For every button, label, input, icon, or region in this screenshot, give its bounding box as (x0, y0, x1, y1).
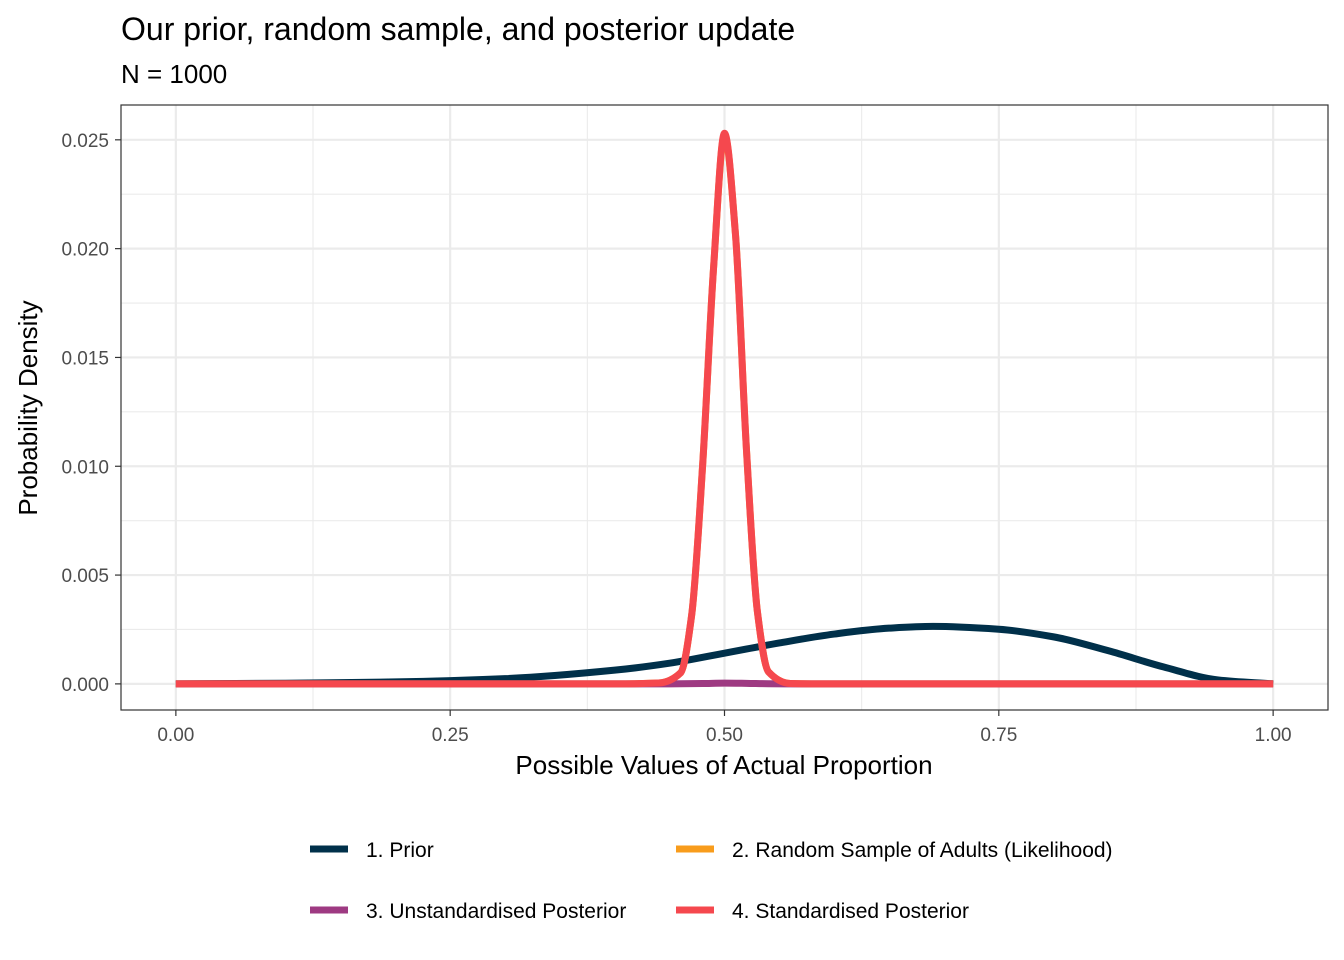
y-tick-label: 0.020 (61, 240, 109, 261)
legend: 1. Prior 2. Random Sample of Adults (Like… (310, 839, 1113, 923)
legend-label: 3. Unstandardised Posterior (366, 900, 626, 923)
y-tick-label: 0.000 (61, 675, 109, 696)
x-tick-label: 0.50 (706, 725, 743, 746)
x-tick-label: 0.25 (432, 725, 469, 746)
x-axis: 0.00 0.25 0.50 0.75 1.00 (157, 710, 1292, 746)
standardised-posterior-line (175, 129, 1274, 688)
x-axis-title: Possible Values of Actual Proportion (515, 750, 932, 780)
chart-subtitle: N = 1000 (121, 59, 227, 89)
legend-label: 1. Prior (366, 839, 434, 862)
plot-panel (120, 104, 1329, 711)
x-tick-label: 0.00 (157, 725, 194, 746)
y-tick-label: 0.010 (61, 457, 109, 478)
legend-label: 4. Standardised Posterior (732, 900, 969, 923)
x-tick-label: 1.00 (1255, 725, 1292, 746)
legend-label: 2. Random Sample of Adults (Likelihood) (732, 839, 1113, 862)
y-tick-label: 0.025 (61, 131, 109, 152)
x-tick-label: 0.75 (980, 725, 1017, 746)
y-tick-label: 0.005 (61, 566, 109, 587)
y-axis-title: Probability Density (13, 300, 43, 515)
y-tick-label: 0.015 (61, 348, 109, 369)
series-lines (175, 129, 1274, 688)
chart-title: Our prior, random sample, and posterior … (121, 11, 795, 47)
y-axis: 0.000 0.005 0.010 0.015 0.020 0.025 (61, 131, 121, 696)
